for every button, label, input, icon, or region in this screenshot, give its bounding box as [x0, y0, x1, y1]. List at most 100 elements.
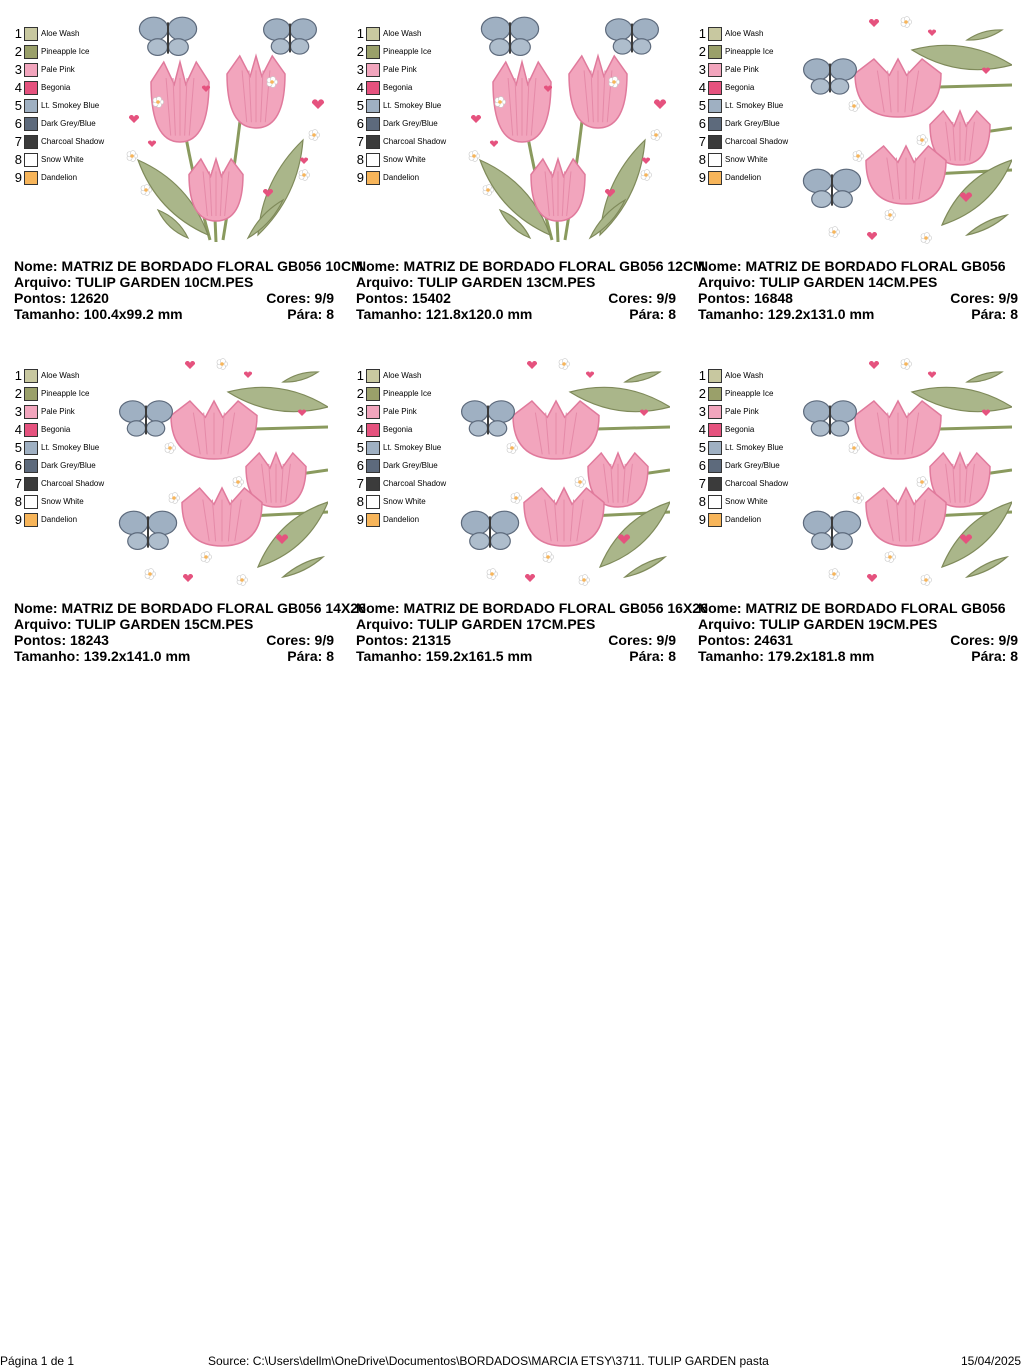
- color-swatch: [366, 387, 380, 401]
- butterfly-motif: [480, 16, 540, 57]
- color-swatch: [708, 117, 722, 131]
- color-swatch: [366, 441, 380, 455]
- legend-item: 8 Snow White: [12, 494, 132, 512]
- heart-motif: [184, 360, 196, 369]
- legend-thread-name: Dandelion: [383, 173, 420, 182]
- legend-number: 8: [698, 152, 706, 167]
- thread-color-legend: 1 Aloe Wash 2 Pineapple Ice 3 Pale Pink 4 Begon…: [354, 26, 474, 188]
- daisy-motif: [828, 226, 840, 238]
- embroidery-preview: [126, 16, 325, 243]
- legend-thread-name: Pale Pink: [383, 407, 417, 416]
- color-swatch: [366, 495, 380, 509]
- legend-thread-name: Dandelion: [725, 173, 762, 182]
- legend-item: 9 Dandelion: [12, 170, 132, 188]
- legend-number: 8: [698, 494, 706, 509]
- color-swatch: [24, 387, 38, 401]
- color-swatch: [708, 171, 722, 185]
- heart-motif: [299, 157, 309, 164]
- daisy-motif: [126, 150, 138, 162]
- thread-color-legend: 1 Aloe Wash 2 Pineapple Ice 3 Pale Pink 4 Begon…: [12, 368, 132, 530]
- legend-thread-name: Aloe Wash: [41, 29, 80, 38]
- legend-item: 4 Begonia: [696, 80, 816, 98]
- legend-number: 9: [698, 512, 706, 527]
- legend-number: 7: [14, 134, 22, 149]
- legend-item: 5 Lt. Smokey Blue: [354, 440, 474, 458]
- leaf-motif: [226, 386, 328, 413]
- color-swatch: [24, 81, 38, 95]
- butterfly-motif: [263, 18, 317, 55]
- leaf-motif: [246, 198, 285, 240]
- legend-item: 8 Snow White: [354, 152, 474, 170]
- design-file: Arquivo: TULIP GARDEN 19CM.PES: [698, 616, 938, 632]
- daisy-motif: [298, 169, 310, 181]
- legend-item: 1 Aloe Wash: [696, 368, 816, 386]
- color-swatch: [366, 459, 380, 473]
- leaf-motif: [280, 555, 326, 579]
- daisy-motif: [494, 96, 506, 108]
- legend-thread-name: Snow White: [725, 155, 768, 164]
- stitch-count: Pontos: 24631: [698, 632, 793, 648]
- legend-item: 5 Lt. Smokey Blue: [354, 98, 474, 116]
- legend-item: 7 Charcoal Shadow: [696, 134, 816, 152]
- tulip-bloom: [150, 59, 210, 143]
- legend-item: 9 Dandelion: [354, 512, 474, 530]
- design-info: Nome: MATRIZ DE BORDADO FLORAL GB056 Arqu…: [698, 258, 1018, 322]
- daisy-motif: [236, 574, 248, 586]
- tulip-bloom: [865, 144, 947, 205]
- heart-motif: [868, 360, 880, 369]
- daisy-motif: [510, 492, 522, 504]
- heart-motif: [297, 409, 307, 416]
- legend-item: 8 Snow White: [696, 494, 816, 512]
- legend-thread-name: Snow White: [41, 155, 84, 164]
- color-count: Cores: 9/9: [266, 290, 334, 306]
- daisy-motif: [916, 476, 928, 488]
- legend-thread-name: Begonia: [383, 425, 413, 434]
- legend-number: 6: [356, 458, 364, 473]
- leaf-motif: [940, 501, 1012, 568]
- legend-item: 5 Lt. Smokey Blue: [12, 98, 132, 116]
- butterfly-motif: [803, 400, 857, 437]
- daisy-motif: [828, 568, 840, 580]
- legend-item: 1 Aloe Wash: [696, 26, 816, 44]
- color-swatch: [366, 405, 380, 419]
- legend-number: 2: [356, 44, 364, 59]
- color-swatch: [24, 405, 38, 419]
- legend-item: 3 Pale Pink: [12, 62, 132, 80]
- tulip-bloom: [181, 486, 263, 547]
- legend-thread-name: Pineapple Ice: [41, 47, 90, 56]
- legend-thread-name: Charcoal Shadow: [41, 137, 105, 146]
- legend-item: 2 Pineapple Ice: [12, 44, 132, 62]
- heart-motif: [981, 409, 991, 416]
- heart-motif: [866, 573, 878, 582]
- color-swatch: [24, 63, 38, 77]
- legend-thread-name: Dark Grey/Blue: [383, 461, 438, 470]
- legend-item: 5 Lt. Smokey Blue: [696, 98, 816, 116]
- stitch-count: Pontos: 18243: [14, 632, 109, 648]
- daisy-motif: [852, 492, 864, 504]
- design-size: Tamanho: 129.2x131.0 mm: [698, 306, 875, 322]
- legend-thread-name: Pale Pink: [725, 407, 759, 416]
- legend-number: 6: [14, 458, 22, 473]
- legend-number: 9: [14, 512, 22, 527]
- heart-motif: [959, 192, 973, 202]
- color-swatch: [366, 27, 380, 41]
- tulip-bloom: [188, 156, 244, 222]
- legend-number: 2: [698, 386, 706, 401]
- daisy-motif: [266, 76, 278, 88]
- daisy-motif: [482, 184, 494, 196]
- legend-thread-name: Dandelion: [725, 515, 762, 524]
- daisy-motif: [578, 574, 590, 586]
- legend-item: 2 Pineapple Ice: [354, 386, 474, 404]
- daisy-motif: [920, 574, 932, 586]
- daisy-motif: [486, 568, 498, 580]
- daisy-motif: [308, 129, 320, 141]
- legend-thread-name: Charcoal Shadow: [41, 479, 105, 488]
- embroidery-preview: [460, 358, 670, 586]
- legend-item: 7 Charcoal Shadow: [12, 134, 132, 152]
- design-name: Nome: MATRIZ DE BORDADO FLORAL GB056 16X…: [356, 600, 708, 616]
- legend-number: 9: [698, 170, 706, 185]
- tulip-bloom: [865, 486, 947, 547]
- daisy-motif: [144, 568, 156, 580]
- legend-item: 3 Pale Pink: [354, 62, 474, 80]
- legend-thread-name: Dark Grey/Blue: [41, 461, 96, 470]
